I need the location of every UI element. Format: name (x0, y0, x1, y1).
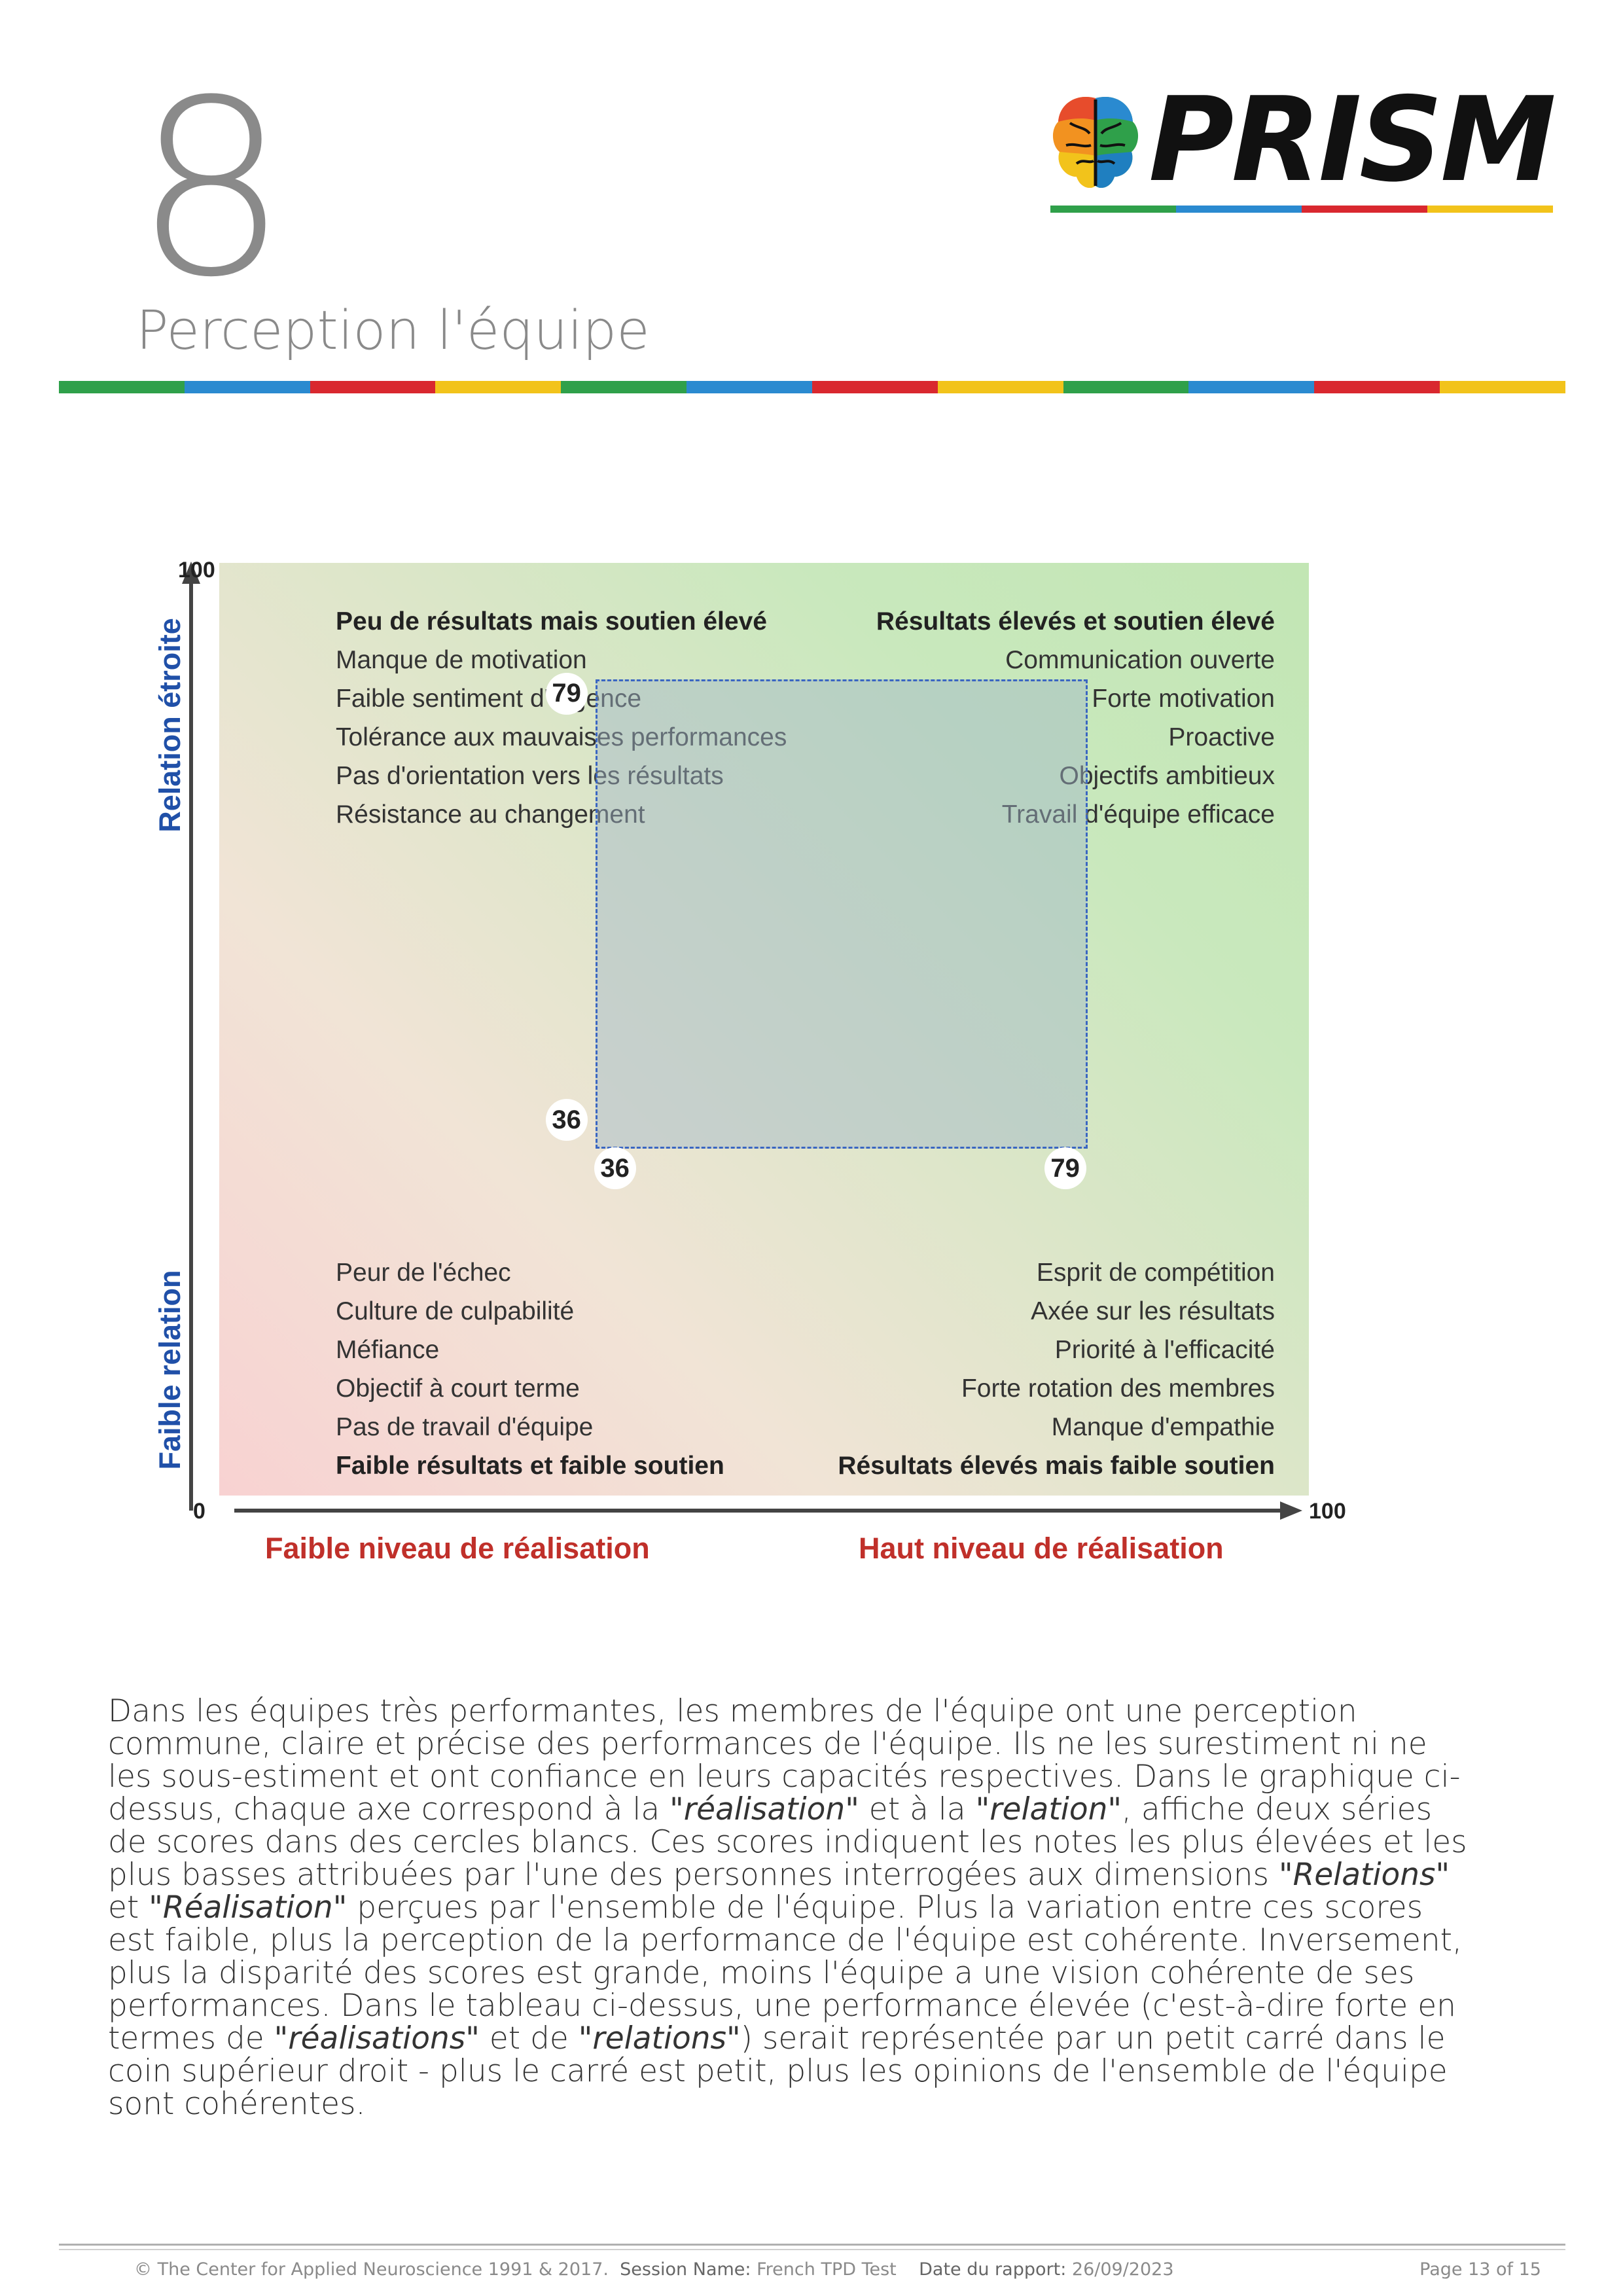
emphasis-text: "Relations" (1278, 1857, 1450, 1893)
quadrant-item: Travail d'équipe efficace (1001, 800, 1275, 829)
quadrant-item: Objectifs ambitieux (1059, 762, 1275, 790)
quadrant-bottom-left: Peur de l'échec Culture de culpabilité M… (336, 1253, 724, 1485)
paragraph-text: Dans les équipes très performantes, les … (108, 1693, 1461, 1827)
x-tick-end: 100 (1309, 1499, 1346, 1524)
x-axis-arrow (1280, 1501, 1302, 1520)
explanation-paragraph: Dans les équipes très performantes, les … (108, 1695, 1469, 2121)
quadrant-item: Manque d'empathie (1051, 1413, 1275, 1441)
quadrant-top-right: Résultats élevés et soutien élevé Commun… (876, 602, 1275, 834)
quadrant-top-left: Peu de résultats mais soutien élevé Manq… (336, 602, 787, 834)
emphasis-text: "réalisations" (274, 2020, 480, 2056)
section-divider-stripe (59, 381, 1565, 393)
section-number: 8 (134, 49, 289, 331)
footer-session-label: Session Name: (620, 2259, 751, 2280)
quadrant-title: Faible résultats et faible soutien (336, 1452, 724, 1480)
quadrant-bottom-right: Esprit de compétition Axée sur les résul… (838, 1253, 1275, 1485)
x-axis-title-high: Haut niveau de réalisation (859, 1532, 1224, 1565)
logo-wordmark: PRISM (1149, 72, 1556, 207)
quadrant-item: Manque de motivation (336, 646, 587, 674)
quadrant-item: Priorité à l'efficacité (1054, 1336, 1275, 1364)
quadrant-item: Méfiance (336, 1336, 440, 1364)
quadrant-item: Résistance au changement (336, 800, 645, 829)
paragraph-text: et de (479, 2020, 579, 2056)
footer-divider (59, 2244, 1565, 2246)
x-tick-origin: 0 (193, 1499, 205, 1524)
quadrant-item: Tolérance aux mauvaises performances (336, 723, 787, 751)
y-axis-title-low: Faible relation (153, 1270, 187, 1470)
quadrant-item: Communication ouverte (1005, 646, 1275, 674)
paragraph-text: ) serait représentée par un petit carré … (108, 2020, 1448, 2122)
y-axis-title-high: Relation étroite (153, 618, 187, 833)
logo-stripe (1050, 206, 1553, 213)
quadrant-item: Forte motivation (1092, 685, 1275, 713)
footer-copyright: © The Center for Applied Neuroscience 19… (134, 2259, 609, 2280)
quadrant-item: Esprit de compétition (1036, 1259, 1275, 1287)
quadrant-item: Pas de travail d'équipe (336, 1413, 594, 1441)
score-x-low-circle: 36 (594, 1147, 636, 1190)
paragraph-text: , affiche deux séries de scores dans des… (108, 1791, 1467, 1893)
quadrant-item: Axée sur les résultats (1031, 1297, 1275, 1325)
quadrant-item: Peur de l'échec (336, 1259, 511, 1287)
score-y-high-circle: 79 (545, 672, 588, 715)
quadrant-title: Peu de résultats mais soutien élevé (336, 607, 767, 636)
footer-divider-secondary (59, 2249, 1565, 2250)
paragraph-text: et (108, 1890, 149, 1926)
quadrant-title: Résultats élevés et soutien élevé (876, 607, 1275, 636)
page-footer: © The Center for Applied Neuroscience 19… (134, 2259, 1541, 2280)
emphasis-text: "Réalisation" (149, 1890, 348, 1926)
quadrant-item: Faible sentiment d'urgence (336, 685, 642, 713)
score-x-high-circle: 79 (1044, 1147, 1086, 1190)
brain-logo-icon (1052, 96, 1139, 188)
quadrant-item: Objectif à court terme (336, 1374, 580, 1403)
quadrant-item: Pas d'orientation vers les résultats (336, 762, 724, 790)
quadrant-item: Proactive (1168, 723, 1275, 751)
score-range-box (595, 679, 1088, 1149)
y-tick-top: 100 (178, 558, 215, 583)
emphasis-text: "relations" (578, 2020, 741, 2056)
quadrant-item: Forte rotation des membres (961, 1374, 1275, 1403)
footer-session-value: French TPD Test (757, 2259, 897, 2280)
y-axis-arrow (182, 562, 200, 584)
emphasis-text: "réalisation" (669, 1791, 859, 1827)
paragraph-text: et à la (859, 1791, 976, 1827)
emphasis-text: "relation" (975, 1791, 1122, 1827)
team-perception-chart: Peu de résultats mais soutien élevé Manq… (131, 537, 1374, 1584)
chart-axes (182, 562, 1302, 1520)
quadrant-title: Résultats élevés mais faible soutien (838, 1452, 1275, 1480)
paragraph-text: perçues par l'ensemble de l'équipe. Plus… (108, 1890, 1463, 2056)
score-y-low-circle: 36 (545, 1099, 588, 1141)
section-title: Perception l'équipe (136, 300, 650, 362)
quadrant-background: Peu de résultats mais soutien élevé Manq… (219, 563, 1309, 1496)
x-axis-title-low: Faible niveau de réalisation (265, 1532, 650, 1565)
footer-page-number: Page 13 of 15 (1419, 2259, 1541, 2280)
footer-date-label: Date du rapport: (919, 2259, 1067, 2280)
quadrant-item: Culture de culpabilité (336, 1297, 575, 1325)
footer-date-value: 26/09/2023 (1071, 2259, 1174, 2280)
